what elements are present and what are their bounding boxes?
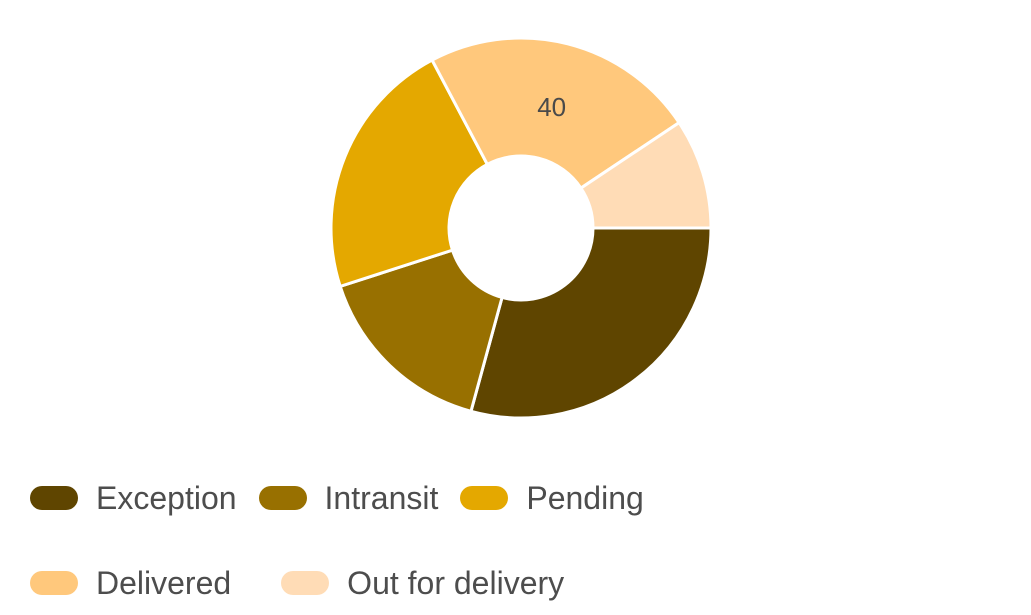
donut-slices — [329, 36, 713, 420]
data-label-delivered: 40 — [537, 92, 566, 122]
legend-row-2: Delivered Out for delivery — [30, 555, 730, 611]
legend-label-exception: Exception — [96, 479, 237, 516]
slice-delivered[interactable] — [430, 36, 682, 191]
legend-row-1: Exception Intransit Pending — [30, 470, 730, 526]
slice-intransit[interactable] — [338, 248, 504, 414]
legend-swatch-exception — [30, 486, 78, 510]
donut-chart: 40 — [329, 36, 713, 420]
legend: Exception Intransit Pending Delivered Ou… — [30, 470, 730, 611]
legend-label-delivered: Delivered — [96, 564, 232, 601]
legend-swatch-out-for-delivery — [281, 571, 330, 595]
legend-item-out-for-delivery[interactable]: Out for delivery — [281, 565, 564, 602]
slice-out-for-delivery[interactable] — [578, 120, 713, 230]
legend-label-out-for-delivery: Out for delivery — [347, 564, 565, 601]
donut-data-labels: 40 — [537, 92, 566, 122]
legend-item-delivered[interactable]: Delivered — [30, 565, 231, 602]
legend-label-pending: Pending — [526, 479, 644, 516]
legend-swatch-intransit — [258, 486, 307, 510]
slice-pending[interactable] — [329, 58, 490, 289]
legend-item-pending[interactable]: Pending — [460, 479, 644, 517]
legend-label-intransit: Intransit — [324, 479, 439, 516]
legend-item-intransit[interactable]: Intransit — [258, 479, 439, 517]
legend-swatch-pending — [460, 486, 509, 510]
slice-exception[interactable] — [469, 226, 713, 420]
legend-item-exception[interactable]: Exception — [30, 480, 237, 517]
legend-swatch-delivered — [30, 571, 78, 595]
